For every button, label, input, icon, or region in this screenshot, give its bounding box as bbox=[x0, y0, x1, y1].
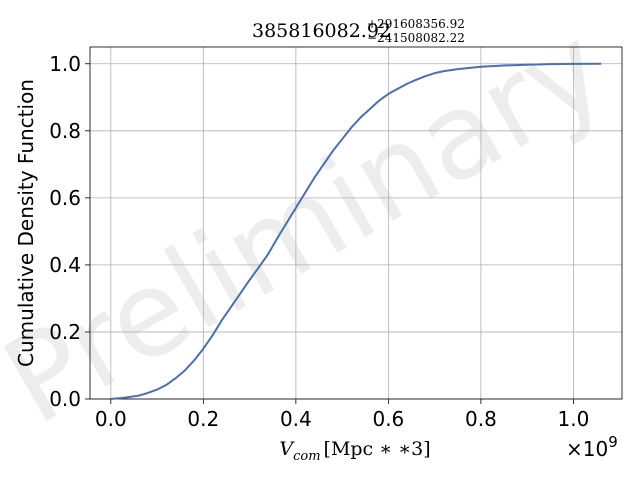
x-axis-label-unit: [Mpc ∗ ∗3] bbox=[324, 438, 431, 460]
title-upper-error: +291608356.92 bbox=[367, 17, 465, 31]
x-axis-label-symbol: V bbox=[279, 438, 295, 460]
x-tick-label-2: 0.4 bbox=[280, 407, 312, 431]
y-tick-label-3: 0.6 bbox=[49, 186, 81, 210]
x-axis-label-subscript: com bbox=[293, 449, 320, 464]
y-tick-label-4: 0.8 bbox=[49, 119, 81, 143]
watermark-layer: Preliminary bbox=[0, 0, 628, 451]
y-tick-label-2: 0.4 bbox=[49, 253, 81, 277]
x-tick-label-4: 0.8 bbox=[465, 407, 497, 431]
chart-title: 385816082.92 bbox=[252, 20, 391, 42]
x-tick-label-3: 0.6 bbox=[372, 407, 404, 431]
x-axis-label: Vcom [Mpc ∗ ∗3] bbox=[279, 438, 430, 464]
watermark-text: Preliminary bbox=[0, 0, 628, 451]
x-axis-offset-base: ×10 bbox=[566, 437, 608, 461]
x-axis-offset-exponent: 9 bbox=[608, 433, 618, 451]
x-axis-offset-label: ×109 bbox=[566, 433, 618, 461]
y-tick-label-1: 0.2 bbox=[49, 320, 81, 344]
ticks: 0.0 0.2 0.4 0.6 0.8 1.0 0.0 0.2 0.4 0.6 0.8 1.0 bbox=[49, 52, 589, 431]
y-tick-label-5: 1.0 bbox=[49, 52, 81, 76]
plot-frame bbox=[89, 46, 623, 400]
x-tick-label-0: 0.0 bbox=[95, 407, 127, 431]
y-tick-label-0: 0.0 bbox=[49, 387, 81, 411]
series bbox=[110, 62, 602, 400]
title-value: 385816082.92 bbox=[252, 20, 391, 42]
title-lower-error: −241508082.22 bbox=[367, 31, 465, 45]
y-axis-label: Cumulative Density Function bbox=[14, 79, 38, 367]
x-tick-label-1: 0.2 bbox=[187, 407, 219, 431]
cdf-line-0 bbox=[110, 62, 602, 400]
x-tick-label-5: 1.0 bbox=[558, 407, 590, 431]
